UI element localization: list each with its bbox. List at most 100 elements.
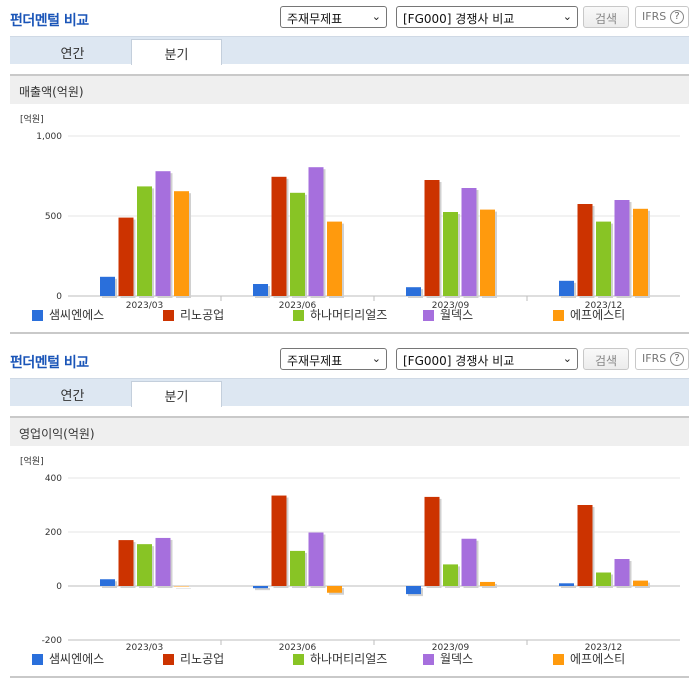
bar (118, 217, 134, 296)
x-tick-label: 2023/12 (585, 643, 622, 653)
search-button[interactable]: 검색 (583, 348, 629, 370)
statement-select-value: 주재무제표 (287, 12, 343, 26)
legend-label: 하나머티리얼즈 (310, 308, 387, 322)
operating-income-chart-box: 영업이익(억원) [억원] -200 0 200 400 2023/03 2023/06 20… (10, 416, 689, 674)
panel-divider (10, 676, 689, 678)
search-button[interactable]: 검색 (583, 6, 629, 28)
statement-select[interactable]: 주재무제표 ⌄ (280, 348, 387, 370)
bar (406, 287, 421, 296)
bar (406, 586, 421, 595)
legend-swatch (32, 654, 43, 665)
compare-select-value: [FG000] 경쟁사 비교 (403, 12, 515, 26)
legend-swatch (423, 654, 434, 665)
panel-divider (10, 332, 689, 334)
bar (596, 572, 611, 586)
tab-quarterly[interactable]: 분기 (131, 39, 222, 65)
y-tick-label: 0 (56, 582, 62, 592)
bar (327, 221, 342, 296)
bar (633, 580, 648, 586)
bar (559, 583, 574, 586)
bar (253, 586, 268, 589)
chevron-down-icon: ⌄ (371, 10, 381, 23)
bar (480, 581, 495, 586)
compare-select[interactable]: [FG000] 경쟁사 비교 ⌄ (396, 348, 578, 370)
bar (577, 204, 593, 296)
x-tick-label: 2023/03 (126, 301, 163, 311)
sales-chart-box: 매출액(억원) [억원] 0 500 1,000 2023/03 2023/06 2023/… (10, 74, 689, 332)
bar (118, 540, 134, 586)
bar (633, 208, 648, 296)
operating-income-chart: [억원] -200 0 200 400 2023/03 2023/06 2023/09 2023… (20, 455, 680, 666)
x-tick-label: 2023/09 (432, 643, 470, 653)
y-tick-label: 0 (56, 292, 62, 302)
legend-swatch (163, 654, 174, 665)
bar (174, 191, 189, 296)
bar (327, 586, 342, 593)
legend-swatch (32, 310, 43, 321)
bar (308, 167, 324, 296)
x-tick-label: 2023/06 (279, 643, 317, 653)
tab-annual[interactable]: 연간 (60, 47, 85, 62)
y-tick-label: 400 (45, 474, 62, 484)
bar (424, 496, 440, 586)
bar (155, 537, 171, 586)
y-tick-label: 200 (45, 528, 62, 538)
legend-label: 리노공업 (180, 308, 224, 322)
period-tabs: 연간 분기 (10, 36, 689, 65)
help-icon: ? (670, 10, 684, 24)
chevron-down-icon: ⌄ (371, 352, 381, 365)
chart-header: 매출액(억원) (10, 76, 689, 104)
bar (480, 209, 495, 296)
legend-label: 에프에스티 (570, 652, 625, 666)
bar (424, 180, 440, 296)
statement-select-value: 주재무제표 (287, 354, 343, 368)
legend-swatch (293, 654, 304, 665)
legend-swatch (553, 654, 564, 665)
bar (174, 586, 189, 587)
bar (137, 544, 152, 586)
legend-label: 월덱스 (440, 308, 473, 322)
x-tick-label: 2023/09 (432, 301, 470, 311)
bar (461, 538, 477, 586)
legend-label: 샘씨엔에스 (49, 652, 104, 666)
x-tick-label: 2023/06 (279, 301, 317, 311)
y-tick-label: 1,000 (36, 132, 62, 142)
unit-label: [억원] (20, 113, 44, 125)
bar (271, 495, 287, 586)
ifrs-button[interactable]: IFRS ? (635, 348, 689, 370)
period-tabs: 연간 분기 (10, 378, 689, 407)
bar (443, 564, 458, 586)
help-icon: ? (670, 352, 684, 366)
tab-quarterly[interactable]: 분기 (131, 381, 222, 407)
bar (614, 559, 630, 586)
tab-annual[interactable]: 연간 (60, 389, 85, 404)
ifrs-label: IFRS (642, 352, 667, 365)
legend-label: 하나머티리얼즈 (310, 652, 387, 666)
bar (596, 221, 611, 296)
chevron-down-icon: ⌄ (562, 10, 572, 23)
bar (559, 280, 574, 296)
x-tick-label: 2023/12 (585, 301, 622, 311)
legend-label: 월덱스 (440, 652, 473, 666)
bar-shadow (255, 588, 270, 591)
panel-operating-income: 펀더멘털 비교 주재무제표 ⌄ [FG000] 경쟁사 비교 ⌄ 검색 IFRS… (0, 342, 696, 684)
bar (577, 505, 593, 586)
x-tick-label: 2023/03 (126, 643, 163, 653)
y-tick-label: -200 (42, 636, 63, 646)
compare-select[interactable]: [FG000] 경쟁사 비교 ⌄ (396, 6, 578, 28)
unit-label: [억원] (20, 455, 44, 467)
compare-select-value: [FG000] 경쟁사 비교 (403, 354, 515, 368)
panel-title: 펀더멘털 비교 (10, 355, 89, 371)
bar (614, 200, 630, 296)
bar (290, 550, 305, 586)
ifrs-button[interactable]: IFRS ? (635, 6, 689, 28)
bar (100, 276, 115, 296)
bar (155, 171, 171, 296)
bar (443, 212, 458, 296)
statement-select[interactable]: 주재무제표 ⌄ (280, 6, 387, 28)
sales-chart: [억원] 0 500 1,000 2023/03 2023/06 2023/09 2023/1… (20, 113, 680, 322)
bar (461, 188, 477, 296)
bar-shadow (561, 585, 576, 588)
ifrs-label: IFRS (642, 10, 667, 23)
chart-header: 영업이익(억원) (10, 418, 689, 446)
